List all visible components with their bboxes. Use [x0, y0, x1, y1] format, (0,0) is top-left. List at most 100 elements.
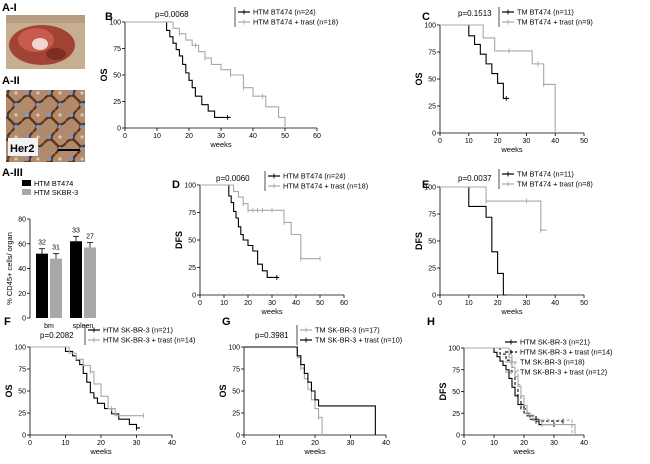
legend-label: HTM BT474 (n=24) [283, 172, 346, 181]
y-tick-label: 0 [22, 433, 26, 440]
km-curve-2 [200, 184, 320, 260]
panel-label-a1: A-I [2, 2, 17, 14]
p-value: p=0.3981 [255, 331, 289, 340]
x-tick-label: 10 [62, 440, 70, 447]
x-tick-label: 20 [97, 440, 105, 447]
y-axis-title: OS [4, 384, 14, 397]
legend-label: TM BT474 + trast (n=8) [517, 180, 593, 189]
x-tick-label: 0 [462, 440, 466, 447]
x-tick-label: 40 [292, 300, 300, 307]
y-tick-label: 100 [424, 185, 436, 192]
km-curve-2 [30, 346, 144, 417]
y-tick-label: 25 [113, 99, 121, 106]
y-tick-label: 40 [18, 266, 26, 273]
legend-label: TM BT474 (n=11) [517, 8, 574, 17]
legend-label: HTM SK-BR-3 + trast (n=14) [103, 336, 195, 345]
tumor-photo [6, 15, 85, 69]
y-axis-title: DFS [414, 232, 424, 250]
x-tick-label: 0 [28, 440, 32, 447]
km-curve-3 [464, 347, 576, 435]
x-axis-title: weeks [500, 145, 523, 154]
x-tick-label: 20 [520, 440, 528, 447]
panel-label-a3: A-III [2, 167, 23, 179]
chart-c: C 0 25 50 75 100 0 10 20 30 40 50 weeks OS p=0.1513 TM … [414, 7, 593, 154]
y-tick-label: 0 [22, 316, 26, 323]
y-tick-label: 100 [228, 345, 240, 352]
y-axis-title: OS [218, 384, 228, 397]
bar [36, 253, 48, 318]
panel-label-c: C [422, 11, 430, 23]
x-tick-label: 50 [580, 138, 588, 145]
x-tick-label: 30 [268, 300, 276, 307]
bar-count-label: 33 [72, 227, 80, 234]
x-tick-label: 40 [382, 440, 390, 447]
panel-label-b: B [105, 11, 113, 23]
bar [70, 241, 82, 318]
legend-label: TM SK-BR-3 (n=17) [315, 326, 380, 335]
y-tick-label: 50 [428, 77, 436, 84]
x-tick-label: 0 [438, 300, 442, 307]
km-curve-1 [125, 21, 231, 118]
y-tick-label: 100 [14, 345, 26, 352]
y-tick-label: 100 [109, 20, 121, 27]
y-tick-label: 0 [117, 126, 121, 133]
y-axis-title: DFS [438, 383, 448, 401]
legend-label: HTM BT474 + trast (n=18) [283, 182, 368, 191]
x-category-label: spleen [73, 323, 94, 330]
panel-label-h: H [427, 316, 435, 328]
y-tick-label: 50 [452, 389, 460, 396]
y-tick-label: 75 [113, 46, 121, 53]
legend-label: TM SK-BR-3 (n=18) [520, 358, 585, 367]
y-tick-label: 25 [428, 104, 436, 111]
her2-ihc-image [6, 90, 85, 162]
y-axis-title: OS [414, 72, 424, 85]
x-tick-label: 30 [550, 440, 558, 447]
km-curve-2 [440, 186, 547, 231]
km-curve-2 [125, 21, 286, 128]
x-tick-label: 20 [311, 440, 319, 447]
x-tick-label: 40 [551, 300, 559, 307]
x-axis-title: weeks [512, 447, 535, 456]
x-tick-label: 10 [220, 300, 228, 307]
chart-d: D 0 25 50 75 100 0 10 20 30 40 50 60 weeks DFS p=0.0060… [172, 171, 368, 316]
legend-label: HTM SK-BR-3 (n=21) [103, 326, 173, 335]
legend-label: TM BT474 (n=11) [517, 170, 574, 179]
chart-f: F 0 25 50 75 100 0 10 20 30 40 weeks OS p=0.2082 HTM S… [4, 316, 195, 456]
legend-label: HTM SK-BR-3 + trast (n=14) [520, 348, 612, 357]
y-tick-label: 25 [452, 411, 460, 418]
y-tick-label: 100 [424, 23, 436, 30]
km-curve-1 [440, 24, 510, 99]
y-tick-label: 75 [232, 367, 240, 374]
x-tick-label: 0 [242, 440, 246, 447]
x-tick-label: 20 [185, 133, 193, 140]
x-tick-label: 30 [347, 440, 355, 447]
x-tick-label: 10 [153, 133, 161, 140]
bar-count-label: 31 [52, 245, 60, 252]
bar [84, 247, 96, 318]
her2-label: Her2 [10, 143, 34, 155]
y-tick-label: 50 [188, 238, 196, 245]
panel-label-a2: A-II [2, 75, 20, 87]
x-tick-label: 30 [217, 133, 225, 140]
x-tick-label: 0 [123, 133, 127, 140]
y-tick-label: 0 [456, 433, 460, 440]
panel-label-d: D [172, 179, 180, 191]
legend-label: HTM BT474 [34, 179, 73, 188]
legend-swatch [22, 180, 31, 186]
y-tick-label: 0 [236, 433, 240, 440]
bar-count-label: 27 [86, 234, 94, 241]
y-tick-label: 80 [18, 217, 26, 224]
panel-label-g: G [222, 316, 231, 328]
y-tick-label: 75 [452, 367, 460, 374]
x-tick-label: 0 [198, 300, 202, 307]
legend-swatch [22, 189, 31, 195]
y-tick-label: 0 [432, 131, 436, 138]
chart-g: G 0 25 50 75 100 0 10 20 30 40 weeks OS p=0.3981 TM SK… [218, 316, 402, 456]
legend-label: TM SK-BR-3 + trast (n=12) [520, 368, 607, 377]
x-tick-label: 60 [313, 133, 321, 140]
legend-label: TM SK-BR-3 + trast (n=10) [315, 336, 402, 345]
x-tick-label: 30 [523, 138, 531, 145]
panel-label-f: F [4, 316, 11, 328]
